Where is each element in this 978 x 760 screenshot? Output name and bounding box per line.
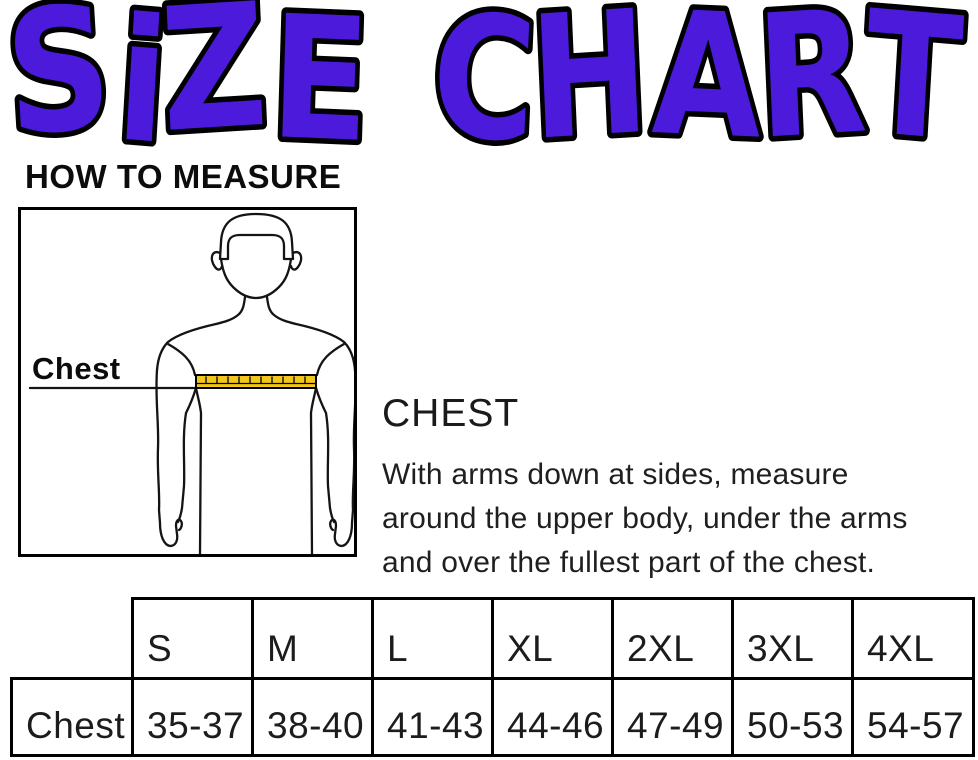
instructions-line-2: around the upper body, under the arms bbox=[382, 502, 908, 535]
col-header-s: S bbox=[131, 597, 254, 680]
chest-instructions-heading: CHEST bbox=[382, 392, 520, 435]
chest-value-2xl: 47-49 bbox=[611, 677, 734, 757]
measurement-diagram-box: Chest bbox=[18, 207, 357, 557]
figure-right-ear bbox=[289, 250, 303, 271]
title-word-size: SiZE bbox=[0, 0, 373, 156]
chest-value-s: 35-37 bbox=[131, 677, 254, 757]
table-chest-row: Chest 35-37 38-40 41-43 44-46 47-49 50-5… bbox=[10, 677, 975, 757]
col-header-4xl: 4XL bbox=[851, 597, 975, 680]
figure-face bbox=[219, 257, 293, 300]
size-chart-title: SiZE CHART bbox=[0, 0, 974, 156]
figure-hair bbox=[218, 212, 295, 261]
col-header-xl: XL bbox=[491, 597, 614, 680]
figure-left-arm bbox=[155, 368, 183, 548]
chest-value-m: 38-40 bbox=[251, 677, 374, 757]
table-corner-spacer bbox=[11, 598, 133, 679]
figure-right-shoulder bbox=[294, 322, 354, 371]
table-header-row: S M L XL 2XL 3XL 4XL bbox=[11, 597, 975, 680]
figure-left-ear bbox=[210, 250, 224, 271]
figure-torso bbox=[194, 386, 203, 554]
figure-left-shoulder bbox=[155, 322, 218, 372]
chest-diagram-label: Chest bbox=[32, 351, 121, 386]
col-header-2xl: 2XL bbox=[611, 597, 734, 680]
how-to-measure-heading: HOW TO MEASURE bbox=[25, 158, 342, 195]
title-word-chart: CHART bbox=[428, 0, 969, 156]
torso-figure-illustration bbox=[28, 212, 354, 554]
col-header-m: M bbox=[251, 597, 374, 680]
measuring-tape bbox=[195, 374, 317, 389]
figure-right-arm bbox=[329, 369, 354, 548]
row-label-chest: Chest bbox=[10, 677, 134, 757]
col-header-3xl: 3XL bbox=[731, 597, 854, 680]
instructions-line-3: and over the fullest part of the chest. bbox=[382, 546, 876, 579]
size-chart-table: S M L XL 2XL 3XL 4XL Chest 35-37 38-40 4… bbox=[10, 597, 975, 757]
chest-value-3xl: 50-53 bbox=[731, 677, 854, 757]
chest-value-l: 41-43 bbox=[371, 677, 494, 757]
col-header-l: L bbox=[371, 597, 494, 680]
chest-value-4xl: 54-57 bbox=[851, 677, 975, 757]
chest-instructions: CHEST With arms down at sides, measure a… bbox=[382, 392, 967, 585]
chest-value-xl: 44-46 bbox=[491, 677, 614, 757]
instructions-line-1: With arms down at sides, measure bbox=[382, 458, 849, 491]
